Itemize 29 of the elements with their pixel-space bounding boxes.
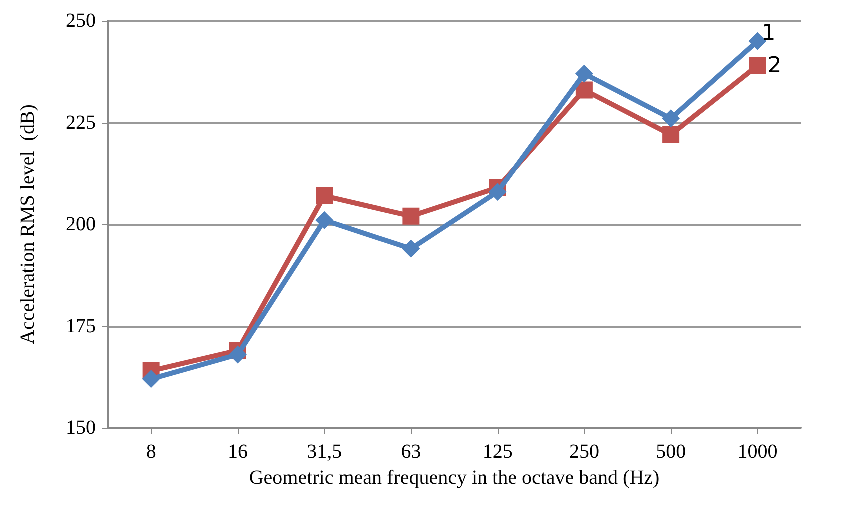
series-label: 1	[762, 20, 776, 46]
x-tick-label: 250	[569, 441, 600, 463]
x-tick-label: 31,5	[307, 441, 342, 463]
y-tick-label: 225	[66, 112, 96, 134]
y-tick-label: 200	[66, 214, 96, 236]
y-tick-label: 250	[66, 10, 96, 32]
point	[402, 208, 420, 225]
point	[142, 370, 160, 388]
x-tick-label: 8	[146, 441, 156, 463]
point	[402, 240, 420, 258]
point	[662, 110, 680, 128]
point	[576, 82, 593, 99]
series-label: 2	[768, 53, 782, 78]
x-tick-label: 63	[401, 441, 422, 463]
point	[575, 64, 594, 83]
x-axis-title: Geometric mean frequency in the octave band (Hz)	[249, 467, 660, 489]
x-tick-label: 1000	[738, 441, 778, 463]
point	[228, 346, 247, 364]
y-axis-title: Acceleration RMS level (dB)	[17, 104, 39, 344]
point	[662, 126, 680, 144]
y-tick-label: 150	[66, 417, 96, 439]
point	[316, 188, 334, 205]
point	[749, 57, 766, 74]
x-tick-label: 125	[482, 441, 513, 463]
point	[316, 211, 334, 230]
x-tick-label: 16	[228, 441, 248, 463]
point	[488, 182, 507, 201]
y-tick-label: 175	[66, 315, 96, 338]
x-tick-label: 500	[656, 441, 686, 463]
